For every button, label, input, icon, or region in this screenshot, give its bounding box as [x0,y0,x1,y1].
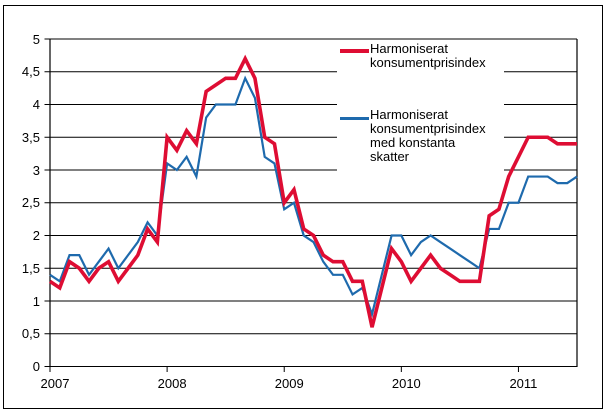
y-axis-label: 5 [32,31,40,47]
legend-label-line: med konstanta [370,135,456,150]
legend-label: Harmoniserat konsumentprisindex [370,42,486,70]
y-axis-label: 2 [32,228,40,243]
x-axis-label: 2007 [40,376,70,391]
legend-label-line: Harmoniserat [370,41,449,56]
series-line-hicp-constant-taxes [49,75,578,318]
chart-legend: Harmoniserat konsumentprisindex Harmoniser… [337,40,504,171]
y-axis-label: 0,5 [21,326,40,342]
x-axis-label: 2008 [157,376,187,391]
y-axis-label: 4,5 [21,64,40,80]
y-axis-label: 0 [32,359,40,374]
y-axis-label: 3,5 [21,129,40,145]
y-axis-label: 3 [32,162,40,178]
legend-label-line: Harmoniserat [370,107,449,122]
legend-label-line: konsumentprisindex [370,55,486,70]
legend-color-sample [340,116,369,120]
y-axis-label: 1 [32,293,40,309]
y-axis-label: 4 [32,97,40,112]
x-axis-label: 2009 [274,376,304,391]
y-axis-label: 2,5 [21,195,40,211]
legend-label-line: konsumentprisindex [370,121,486,136]
y-axis-label: 1,5 [21,260,40,276]
x-axis-label: 2010 [391,376,421,391]
legend-label: Harmoniserat konsumentprisindex med konsta… [370,108,486,164]
series-line-hicp [48,54,577,328]
legend-label-line: skatter [370,149,410,164]
legend-color-sample [340,49,369,53]
x-axis-label: 2011 [509,376,538,391]
